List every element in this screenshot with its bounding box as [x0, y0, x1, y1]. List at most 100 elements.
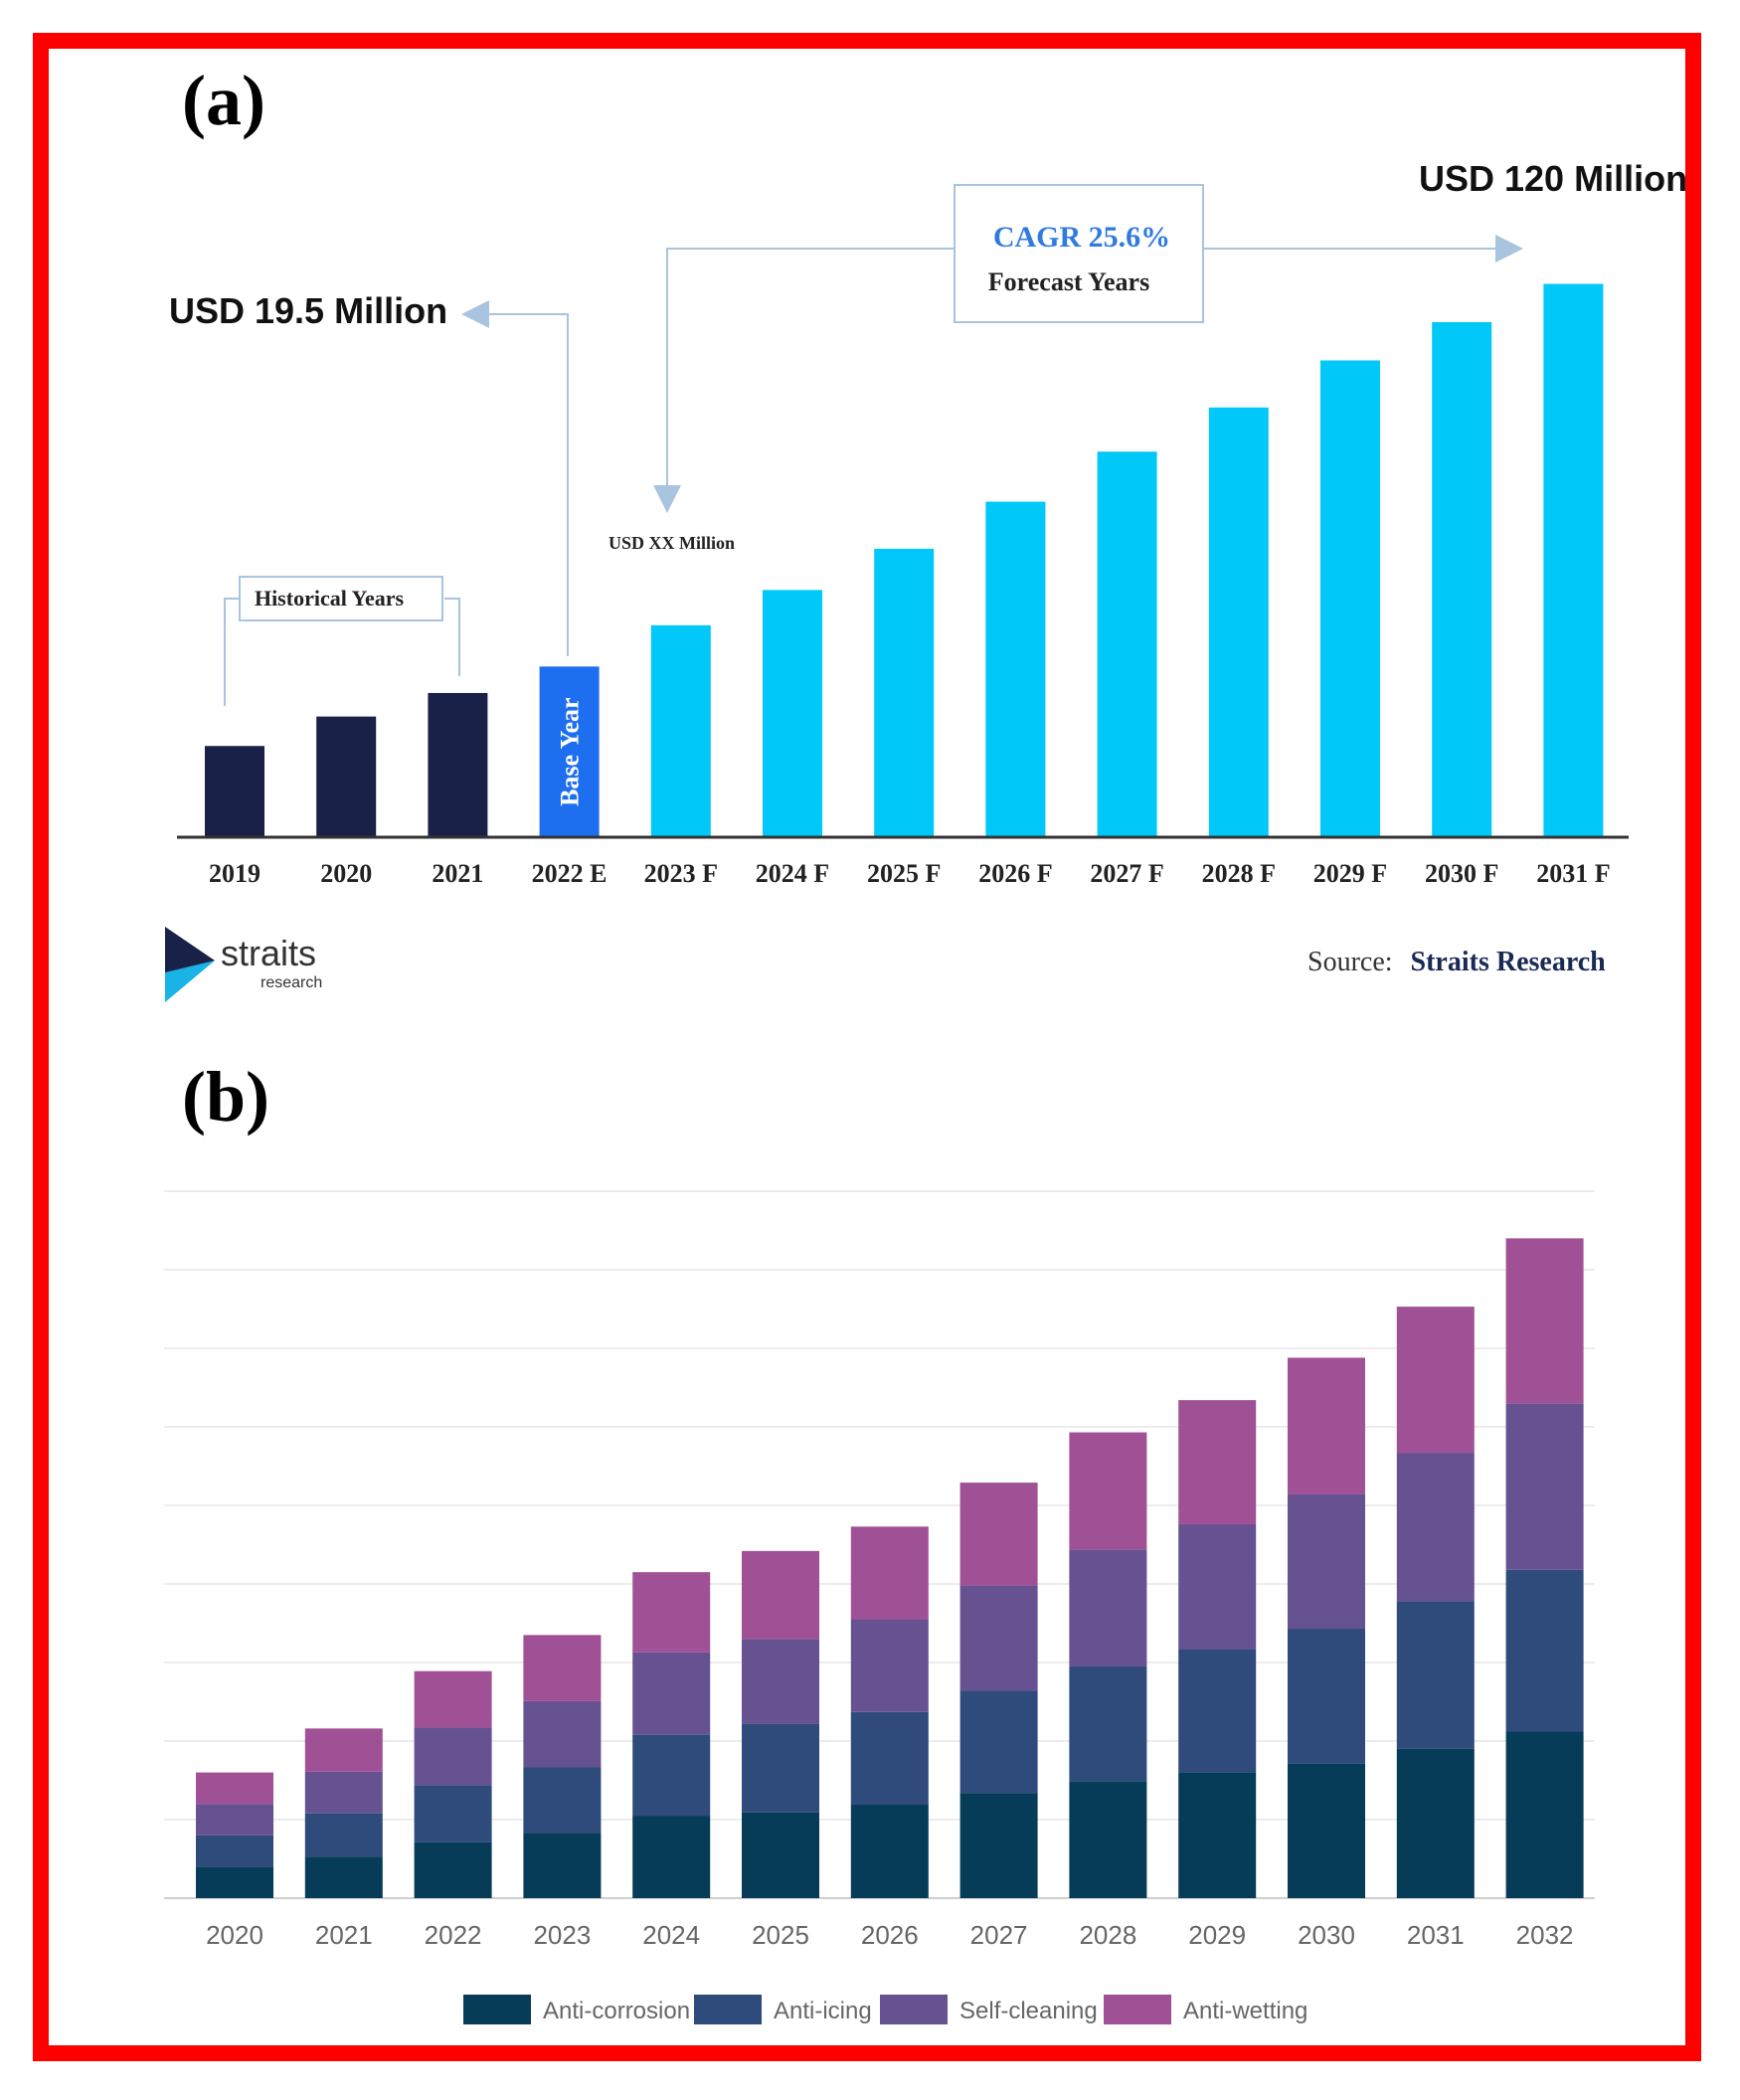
bar-anti-wetting-2020: [196, 1772, 273, 1805]
bar-anti-icing-2022: [414, 1785, 492, 1842]
historical-years-label: Historical Years: [255, 586, 405, 611]
x-tick-label: 2030 F: [1425, 859, 1498, 888]
x-tick-label: 2020: [206, 1920, 263, 1950]
panel-a-label: (a): [182, 61, 265, 140]
bar-anti-wetting-2026: [850, 1526, 929, 1620]
source-line: Source: Straits Research: [1307, 947, 1606, 978]
bar-anti-corrosion-2029: [1178, 1772, 1257, 1898]
x-tick-label: 2022: [425, 1920, 482, 1950]
bar-2020: [316, 716, 377, 837]
bar-2022-e: [539, 666, 600, 837]
logo-sub: research: [261, 974, 323, 991]
bar-2023-f: [650, 624, 711, 837]
x-tick-label: 2019: [209, 859, 261, 888]
logo-mark-icon: [165, 927, 215, 1002]
bar-self-cleaning-2021: [304, 1771, 383, 1814]
bar-anti-corrosion-2027: [959, 1793, 1038, 1898]
bar-anti-icing-2030: [1288, 1629, 1365, 1764]
straits-logo: straits research: [165, 927, 354, 1006]
historical-years-box: [239, 576, 443, 621]
legend-label-anti-corrosion: Anti-corrosion: [543, 1998, 690, 2024]
legend-swatch-self-cleaning: [880, 1995, 948, 2024]
bar-anti-wetting-2027: [959, 1483, 1038, 1586]
x-tick-label: 2032: [1516, 1920, 1574, 1950]
usd-xx-label: USD XX Million: [609, 533, 735, 553]
bar-anti-wetting-2021: [304, 1728, 383, 1772]
legend-swatch-anti-icing: [694, 1995, 762, 2024]
x-tick-label: 2027 F: [1090, 859, 1163, 888]
bar-anti-wetting-2023: [523, 1635, 602, 1701]
bar-2030-f: [1432, 322, 1492, 837]
x-tick-label: 2024 F: [756, 859, 829, 888]
x-tick-label: 2027: [970, 1920, 1028, 1950]
legend-label-anti-wetting: Anti-wetting: [1183, 1998, 1307, 2024]
x-tick-label: 2026: [861, 1920, 919, 1950]
bar-anti-corrosion-2028: [1069, 1781, 1147, 1898]
bar-anti-icing-2031: [1396, 1601, 1475, 1749]
source-label: Source:: [1307, 947, 1393, 977]
bar-anti-corrosion-2026: [850, 1804, 929, 1898]
bar-2026-f: [985, 501, 1046, 837]
cagr-box: [954, 184, 1204, 323]
legend-label-self-cleaning: Self-cleaning: [959, 1998, 1098, 2024]
bar-anti-icing-2029: [1178, 1649, 1257, 1773]
x-tick-label: 2025: [752, 1920, 809, 1950]
chart-a: Base Year 2019 2020 2021 2022 E 2023 F 2024 F…: [169, 158, 1687, 888]
bar-anti-corrosion-2025: [742, 1812, 819, 1898]
x-tick-label: 2022 E: [532, 859, 608, 888]
bar-anti-corrosion-2032: [1505, 1731, 1584, 1898]
bar-anti-corrosion-2031: [1396, 1748, 1475, 1898]
bar-self-cleaning-2025: [742, 1639, 819, 1724]
bar-anti-corrosion-2023: [523, 1833, 602, 1898]
bar-2027-f: [1097, 451, 1157, 837]
x-tick-label: 2023 F: [644, 859, 718, 888]
x-tick-label: 2021: [315, 1920, 373, 1950]
x-tick-label: 2023: [533, 1920, 591, 1950]
bar-anti-icing-2032: [1505, 1569, 1584, 1732]
bar-anti-icing-2021: [304, 1813, 383, 1857]
x-tick-label: 2021: [432, 859, 483, 888]
bar-self-cleaning-2020: [196, 1804, 273, 1836]
bar-2021: [428, 692, 488, 837]
x-tick-label: 2026 F: [978, 859, 1052, 888]
bar-anti-wetting-2022: [414, 1670, 492, 1728]
bar-anti-icing-2027: [959, 1690, 1038, 1794]
x-tick-label: 2025 F: [867, 859, 941, 888]
base-year-bar-label: Base Year: [556, 697, 585, 806]
bar-self-cleaning-2027: [959, 1585, 1038, 1691]
bar-2019: [205, 746, 264, 837]
bar-anti-corrosion-2030: [1288, 1763, 1365, 1898]
bar-self-cleaning-2026: [850, 1619, 929, 1712]
source-name: Straits Research: [1410, 947, 1606, 977]
bar-self-cleaning-2022: [414, 1727, 492, 1786]
bar-anti-icing-2024: [632, 1734, 711, 1817]
bar-anti-icing-2020: [196, 1835, 273, 1867]
bar-anti-icing-2026: [850, 1711, 929, 1805]
bar-anti-wetting-2029: [1178, 1400, 1257, 1524]
forecast-years-label: Forecast Years: [988, 267, 1149, 296]
bar-2029-f: [1320, 360, 1380, 837]
bar-anti-wetting-2028: [1069, 1432, 1147, 1550]
bar-self-cleaning-2032: [1505, 1403, 1584, 1570]
x-tick-label: 2031 F: [1536, 859, 1610, 888]
bar-anti-icing-2023: [523, 1767, 602, 1834]
bar-anti-wetting-2032: [1505, 1238, 1584, 1404]
bar-2031-f: [1543, 283, 1604, 837]
end-value-label: USD 120 Million: [1419, 158, 1687, 199]
bar-anti-corrosion-2021: [304, 1856, 383, 1898]
bar-anti-wetting-2030: [1288, 1357, 1365, 1494]
legend-swatch-anti-wetting: [1104, 1995, 1171, 2024]
bar-2028-f: [1208, 407, 1269, 837]
bar-self-cleaning-2023: [523, 1700, 602, 1768]
x-tick-label: 2029 F: [1313, 859, 1387, 888]
x-tick-label: 2024: [642, 1920, 700, 1950]
bar-anti-wetting-2024: [632, 1572, 711, 1653]
bar-anti-wetting-2025: [742, 1550, 819, 1640]
base-year-pointer: [461, 300, 569, 656]
bar-anti-icing-2025: [742, 1723, 819, 1813]
bar-anti-corrosion-2024: [632, 1816, 711, 1898]
legend-swatch-anti-corrosion: [463, 1995, 531, 2024]
bar-2025-f: [874, 548, 935, 837]
x-tick-label: 2031: [1407, 1920, 1465, 1950]
